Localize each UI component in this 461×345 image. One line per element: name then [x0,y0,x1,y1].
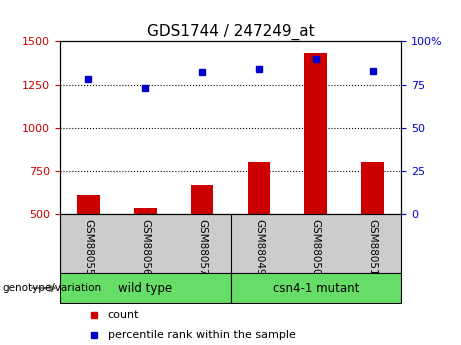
Text: csn4-1 mutant: csn4-1 mutant [272,282,359,295]
Bar [77,195,100,214]
Text: GSM88055: GSM88055 [83,219,94,275]
Bar [191,185,213,214]
Title: GDS1744 / 247249_at: GDS1744 / 247249_at [147,24,314,40]
Text: GSM88056: GSM88056 [140,219,150,275]
Text: GSM88049: GSM88049 [254,219,264,275]
Text: GSM88050: GSM88050 [311,219,321,275]
Text: GSM88051: GSM88051 [367,219,378,275]
Text: count: count [108,310,139,320]
Text: GSM88057: GSM88057 [197,219,207,275]
Text: percentile rank within the sample: percentile rank within the sample [108,330,296,339]
Bar [230,273,401,303]
Bar [134,208,157,214]
Bar [248,162,270,214]
Bar [60,273,230,303]
Bar [304,53,327,214]
Text: genotype/variation: genotype/variation [2,283,101,293]
Text: wild type: wild type [118,282,172,295]
Bar [361,162,384,214]
